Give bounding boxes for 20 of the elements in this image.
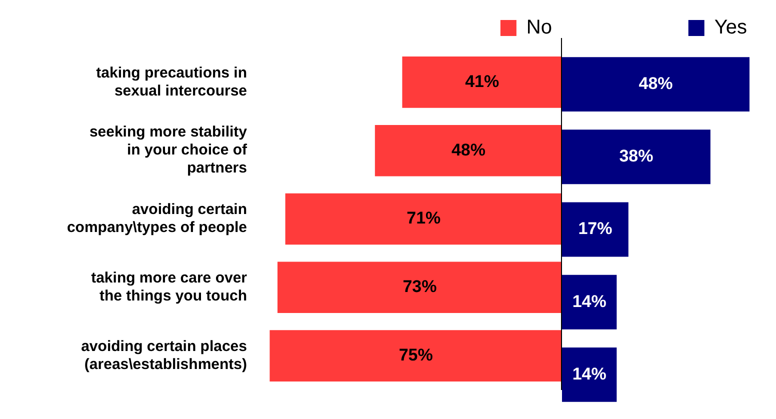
legend-label: Yes — [714, 16, 748, 39]
data-label: 75% — [398, 345, 433, 364]
data-label: 41% — [465, 72, 500, 91]
data-label: 48% — [451, 140, 486, 160]
bar — [562, 347, 617, 402]
y-tick-label: seeking more stability in your choice of partners — [89, 124, 248, 177]
data-label: 48% — [638, 74, 673, 93]
y-tick-label: taking precautions in sexual intercourse — [96, 64, 247, 100]
data-label: 71% — [406, 208, 441, 228]
y-tick-label: taking more care over the things you touch — [91, 270, 248, 305]
y-tick-label: avoiding certain company\types of people — [66, 201, 247, 236]
y-tick-label: avoiding certain places (areas\establishments) — [81, 338, 247, 373]
legend-label: No — [526, 16, 552, 39]
bar — [562, 202, 628, 257]
data-label: 73% — [402, 277, 437, 296]
bar — [562, 274, 617, 330]
data-label: 14% — [572, 292, 606, 311]
data-label: 17% — [578, 219, 612, 238]
data-label: 38% — [619, 146, 654, 166]
data-label: 14% — [572, 364, 606, 384]
